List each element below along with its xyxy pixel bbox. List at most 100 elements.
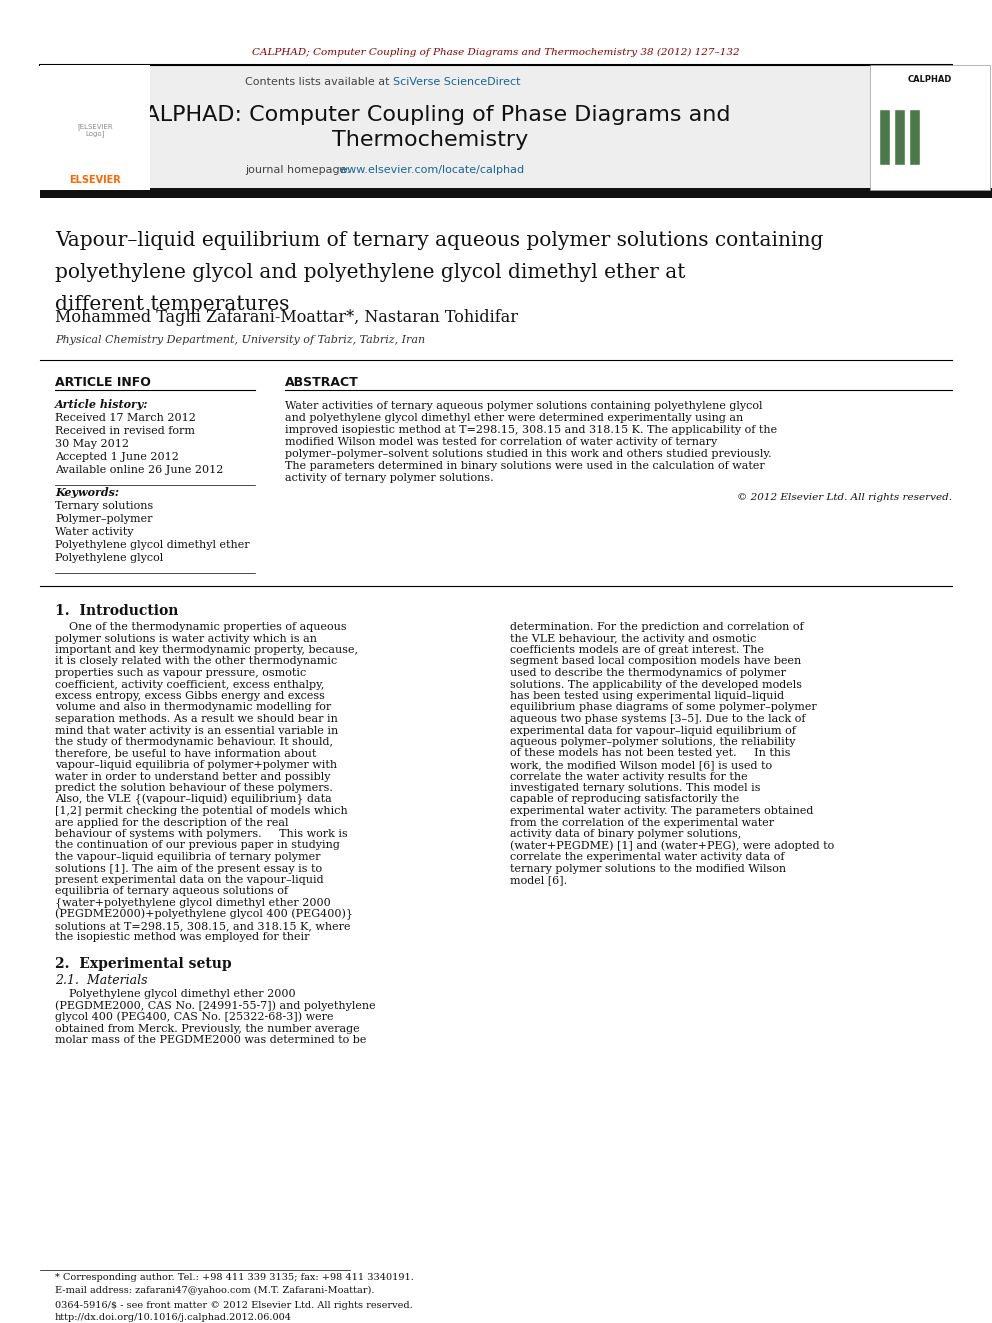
Text: ternary polymer solutions to the modified Wilson: ternary polymer solutions to the modifie… (510, 864, 786, 873)
Text: 0364-5916/$ - see front matter © 2012 Elsevier Ltd. All rights reserved.: 0364-5916/$ - see front matter © 2012 El… (55, 1301, 413, 1310)
Text: Water activity: Water activity (55, 527, 134, 537)
Text: 30 May 2012: 30 May 2012 (55, 439, 129, 448)
Text: Article history:: Article history: (55, 398, 149, 410)
Text: the isopiestic method was employed for their: the isopiestic method was employed for t… (55, 933, 310, 942)
Text: (PEGDME2000)+polyethylene glycol 400 (PEG400)}: (PEGDME2000)+polyethylene glycol 400 (PE… (55, 909, 353, 921)
Text: experimental data for vapour–liquid equilibrium of: experimental data for vapour–liquid equi… (510, 725, 796, 736)
Text: it is closely related with the other thermodynamic: it is closely related with the other the… (55, 656, 337, 667)
FancyBboxPatch shape (40, 65, 900, 191)
Text: Accepted 1 June 2012: Accepted 1 June 2012 (55, 452, 179, 462)
Text: 2.  Experimental setup: 2. Experimental setup (55, 957, 231, 971)
Text: Polyethylene glycol: Polyethylene glycol (55, 553, 164, 564)
Text: [1,2] permit checking the potential of models which: [1,2] permit checking the potential of m… (55, 806, 348, 816)
Text: [ELSEVIER
Logo]: [ELSEVIER Logo] (77, 123, 113, 138)
Text: predict the solution behaviour of these polymers.: predict the solution behaviour of these … (55, 783, 333, 792)
Text: Mohammed Taghi Zafarani-Moattar*, Nastaran Tohidifar: Mohammed Taghi Zafarani-Moattar*, Nastar… (55, 310, 518, 327)
Text: © 2012 Elsevier Ltd. All rights reserved.: © 2012 Elsevier Ltd. All rights reserved… (737, 493, 952, 503)
Bar (895, 110, 905, 165)
Text: Ternary solutions: Ternary solutions (55, 501, 153, 511)
Bar (910, 110, 920, 165)
Text: vapour–liquid equilibria of polymer+polymer with: vapour–liquid equilibria of polymer+poly… (55, 759, 337, 770)
Text: different temperatures: different temperatures (55, 295, 290, 314)
FancyBboxPatch shape (870, 65, 990, 191)
Text: obtained from Merck. Previously, the number average: obtained from Merck. Previously, the num… (55, 1024, 360, 1033)
Text: important and key thermodynamic property, because,: important and key thermodynamic property… (55, 646, 358, 655)
Text: solutions. The applicability of the developed models: solutions. The applicability of the deve… (510, 680, 802, 689)
Text: modified Wilson model was tested for correlation of water activity of ternary: modified Wilson model was tested for cor… (285, 437, 717, 447)
Text: the vapour–liquid equilibria of ternary polymer: the vapour–liquid equilibria of ternary … (55, 852, 320, 863)
Text: Polyethylene glycol dimethyl ether: Polyethylene glycol dimethyl ether (55, 540, 250, 550)
Text: www.elsevier.com/locate/calphad: www.elsevier.com/locate/calphad (339, 165, 525, 175)
Text: water in order to understand better and possibly: water in order to understand better and … (55, 771, 330, 782)
Text: work, the modified Wilson model [6] is used to: work, the modified Wilson model [6] is u… (510, 759, 772, 770)
Text: the VLE behaviour, the activity and osmotic: the VLE behaviour, the activity and osmo… (510, 634, 756, 643)
Text: ABSTRACT: ABSTRACT (285, 376, 359, 389)
FancyBboxPatch shape (40, 65, 150, 191)
Text: One of the thermodynamic properties of aqueous: One of the thermodynamic properties of a… (55, 622, 346, 632)
Text: CALPHAD; Computer Coupling of Phase Diagrams and Thermochemistry 38 (2012) 127–1: CALPHAD; Computer Coupling of Phase Diag… (252, 48, 740, 57)
Text: coefficients models are of great interest. The: coefficients models are of great interes… (510, 646, 764, 655)
Text: solutions [1]. The aim of the present essay is to: solutions [1]. The aim of the present es… (55, 864, 322, 873)
Text: journal homepage:: journal homepage: (245, 165, 353, 175)
Text: are applied for the description of the real: are applied for the description of the r… (55, 818, 289, 827)
Text: polyethylene glycol and polyethylene glycol dimethyl ether at: polyethylene glycol and polyethylene gly… (55, 262, 685, 282)
Text: Received in revised form: Received in revised form (55, 426, 195, 437)
Text: properties such as vapour pressure, osmotic: properties such as vapour pressure, osmo… (55, 668, 307, 677)
Text: Available online 26 June 2012: Available online 26 June 2012 (55, 464, 223, 475)
Text: ELSEVIER: ELSEVIER (69, 175, 121, 185)
Text: Polymer–polymer: Polymer–polymer (55, 515, 153, 524)
Text: equilibria of ternary aqueous solutions of: equilibria of ternary aqueous solutions … (55, 886, 288, 897)
Text: 1.  Introduction: 1. Introduction (55, 605, 179, 618)
Text: mind that water activity is an essential variable in: mind that water activity is an essential… (55, 725, 338, 736)
Text: behaviour of systems with polymers.     This work is: behaviour of systems with polymers. This… (55, 830, 348, 839)
Text: CALPHAD: CALPHAD (908, 75, 952, 85)
Text: improved isopiestic method at T=298.15, 308.15 and 318.15 K. The applicability o: improved isopiestic method at T=298.15, … (285, 425, 777, 435)
Text: determination. For the prediction and correlation of: determination. For the prediction and co… (510, 622, 804, 632)
Text: 2.1.  Materials: 2.1. Materials (55, 974, 148, 987)
Text: coefficient, activity coefficient, excess enthalpy,: coefficient, activity coefficient, exces… (55, 680, 324, 689)
Text: Also, the VLE {(vapour–liquid) equilibrium} data: Also, the VLE {(vapour–liquid) equilibri… (55, 794, 331, 806)
Text: ARTICLE INFO: ARTICLE INFO (55, 376, 151, 389)
Text: volume and also in thermodynamic modelling for: volume and also in thermodynamic modelli… (55, 703, 331, 713)
Text: (water+PEGDME) [1] and (water+PEG), were adopted to: (water+PEGDME) [1] and (water+PEG), were… (510, 840, 834, 851)
Text: experimental water activity. The parameters obtained: experimental water activity. The paramet… (510, 806, 813, 816)
Text: molar mass of the PEGDME2000 was determined to be: molar mass of the PEGDME2000 was determi… (55, 1035, 366, 1045)
Text: CALPHAD: Computer Coupling of Phase Diagrams and: CALPHAD: Computer Coupling of Phase Diag… (129, 105, 731, 124)
Text: activity of ternary polymer solutions.: activity of ternary polymer solutions. (285, 474, 494, 483)
Bar (880, 110, 890, 165)
Text: Water activities of ternary aqueous polymer solutions containing polyethylene gl: Water activities of ternary aqueous poly… (285, 401, 763, 411)
Text: solutions at T=298.15, 308.15, and 318.15 K, where: solutions at T=298.15, 308.15, and 318.1… (55, 921, 350, 931)
Text: investigated ternary solutions. This model is: investigated ternary solutions. This mod… (510, 783, 761, 792)
Text: the continuation of our previous paper in studying: the continuation of our previous paper i… (55, 840, 340, 851)
Text: SciVerse ScienceDirect: SciVerse ScienceDirect (393, 77, 521, 87)
Text: correlate the experimental water activity data of: correlate the experimental water activit… (510, 852, 785, 863)
Text: segment based local composition models have been: segment based local composition models h… (510, 656, 802, 667)
Text: * Corresponding author. Tel.: +98 411 339 3135; fax: +98 411 3340191.: * Corresponding author. Tel.: +98 411 33… (55, 1274, 414, 1282)
Text: aqueous two phase systems [3–5]. Due to the lack of: aqueous two phase systems [3–5]. Due to … (510, 714, 806, 724)
Text: correlate the water activity results for the: correlate the water activity results for… (510, 771, 748, 782)
Text: Keywords:: Keywords: (55, 487, 119, 499)
Text: of these models has not been tested yet.     In this: of these models has not been tested yet.… (510, 749, 791, 758)
Text: Physical Chemistry Department, University of Tabriz, Tabriz, Iran: Physical Chemistry Department, Universit… (55, 335, 426, 345)
Text: Contents lists available at: Contents lists available at (245, 77, 393, 87)
Text: The parameters determined in binary solutions were used in the calculation of wa: The parameters determined in binary solu… (285, 460, 765, 471)
Text: polymer solutions is water activity which is an: polymer solutions is water activity whic… (55, 634, 317, 643)
Text: equilibrium phase diagrams of some polymer–polymer: equilibrium phase diagrams of some polym… (510, 703, 816, 713)
Text: separation methods. As a result we should bear in: separation methods. As a result we shoul… (55, 714, 338, 724)
Text: Thermochemistry: Thermochemistry (332, 130, 528, 149)
Text: activity data of binary polymer solutions,: activity data of binary polymer solution… (510, 830, 741, 839)
Text: E-mail address: zafarani47@yahoo.com (M.T. Zafarani-Moattar).: E-mail address: zafarani47@yahoo.com (M.… (55, 1286, 375, 1295)
Text: has been tested using experimental liquid–liquid: has been tested using experimental liqui… (510, 691, 784, 701)
Text: used to describe the thermodynamics of polymer: used to describe the thermodynamics of p… (510, 668, 786, 677)
Text: http://dx.doi.org/10.1016/j.calphad.2012.06.004: http://dx.doi.org/10.1016/j.calphad.2012… (55, 1312, 292, 1322)
Text: excess entropy, excess Gibbs energy and excess: excess entropy, excess Gibbs energy and … (55, 691, 324, 701)
Text: (PEGDME2000, CAS No. [24991-55-7]) and polyethylene: (PEGDME2000, CAS No. [24991-55-7]) and p… (55, 1000, 376, 1011)
Text: the study of thermodynamic behaviour. It should,: the study of thermodynamic behaviour. It… (55, 737, 333, 747)
Text: Polyethylene glycol dimethyl ether 2000: Polyethylene glycol dimethyl ether 2000 (55, 990, 296, 999)
Text: from the correlation of the experimental water: from the correlation of the experimental… (510, 818, 774, 827)
Text: present experimental data on the vapour–liquid: present experimental data on the vapour–… (55, 875, 323, 885)
Text: polymer–polymer–solvent solutions studied in this work and others studied previo: polymer–polymer–solvent solutions studie… (285, 448, 772, 459)
Text: model [6].: model [6]. (510, 875, 567, 885)
Text: therefore, be useful to have information about: therefore, be useful to have information… (55, 749, 316, 758)
Text: {water+polyethylene glycol dimethyl ether 2000: {water+polyethylene glycol dimethyl ethe… (55, 897, 330, 909)
